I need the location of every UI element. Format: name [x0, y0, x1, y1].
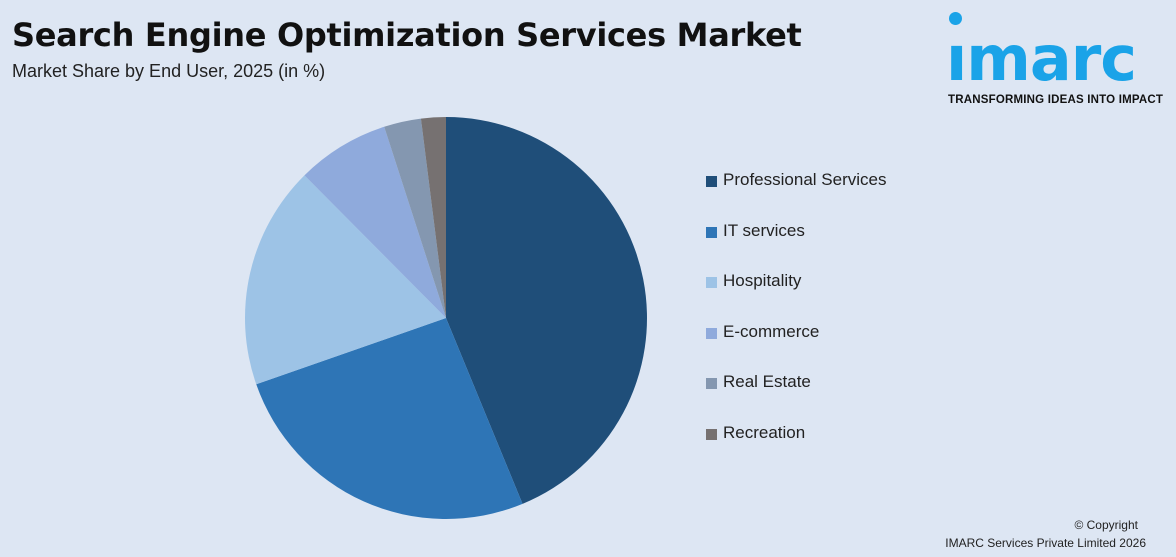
legend-swatch	[706, 428, 717, 440]
chart-subtitle: Market Share by End User, 2025 (in %)	[12, 61, 326, 81]
pie-slice-professional-services	[446, 117, 647, 504]
legend-swatch	[706, 277, 717, 289]
pie-slice-hospitality	[244, 175, 446, 385]
logo-wordmark: ımarc	[946, 22, 1137, 95]
legend-swatch	[706, 378, 717, 390]
legend-swatch	[706, 226, 717, 238]
copyright-notice: © Copyright IMARC Services Private Limit…	[945, 516, 1146, 552]
chart-title: Search Engine Optimization Services Mark…	[12, 16, 802, 54]
chart-legend: Professional Services IT services Hospital…	[706, 170, 886, 474]
pie-slice-real-estate	[384, 118, 446, 318]
pie-chart	[244, 117, 647, 519]
pie-slice-it-services	[256, 318, 523, 519]
legend-label: Recreation	[723, 422, 806, 442]
imarc-logo: ımarc TRANSFORMING IDEAS INTO IMPACT	[946, 12, 1172, 108]
logo-tagline: TRANSFORMING IDEAS INTO IMPACT	[948, 94, 1164, 106]
copyright-label: © Copyright	[1074, 518, 1138, 532]
legend-label: Professional Services	[723, 170, 887, 189]
legend-label: IT services	[723, 220, 805, 240]
legend-item-recreation: Recreation	[706, 423, 886, 474]
legend-label: E-commerce	[723, 321, 820, 341]
pie-slice-e-commerce	[304, 126, 446, 319]
logo-dot-icon	[949, 12, 962, 25]
pie-slice-recreation	[420, 117, 446, 318]
legend-label: Hospitality	[723, 271, 802, 291]
legend-label: Real Estate	[723, 372, 811, 392]
legend-item-it-services: IT services	[706, 221, 886, 272]
legend-item-professional-services: Professional Services	[706, 170, 886, 221]
legend-item-hospitality: Hospitality	[706, 271, 886, 322]
legend-item-real-estate: Real Estate	[706, 372, 886, 423]
legend-item-e-commerce: E-commerce	[706, 322, 886, 373]
legend-swatch	[706, 327, 717, 339]
legend-swatch	[706, 176, 717, 187]
copyright-owner: IMARC Services Private Limited 2026	[945, 536, 1146, 550]
